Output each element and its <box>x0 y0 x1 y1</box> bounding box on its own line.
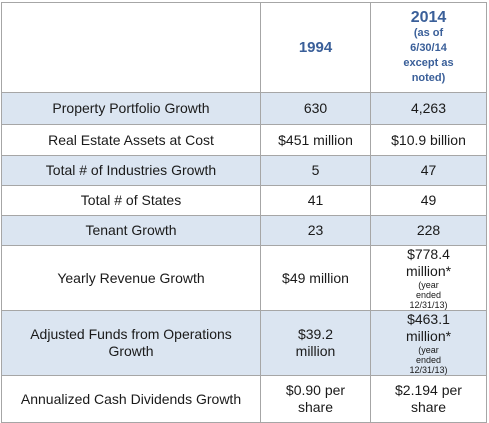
label-cell: Adjusted Funds from Operations Growth <box>1 310 261 376</box>
row-label: Annualized Cash Dividends Growth <box>20 390 242 407</box>
value-1994: $451 million <box>278 131 353 148</box>
value-1994: 5 <box>311 162 320 178</box>
year: 1994 <box>298 39 333 56</box>
value-cell: 49 <box>370 185 487 216</box>
value-note: (year ended 12/31/13) <box>409 280 448 310</box>
label-cell: Property Portfolio Growth <box>1 92 261 125</box>
label-cell: Annualized Cash Dividends Growth <box>1 375 261 423</box>
row-label: Property Portfolio Growth <box>52 100 210 116</box>
value-2014: $10.9 billion <box>391 131 466 148</box>
table-row: Annualized Cash Dividends Growth $0.90 pe… <box>1 375 487 423</box>
value-cell: 41 <box>260 185 371 216</box>
table-row: Total # of States 41 49 <box>1 185 487 216</box>
table-row: Property Portfolio Growth 630 4,263 <box>1 92 487 125</box>
label-cell: Yearly Revenue Growth <box>1 245 261 311</box>
header-cell: 2014 (as of 6/30/14 except as noted) <box>370 2 487 93</box>
header-note: (as of 6/30/14 except as noted) <box>403 27 454 84</box>
value-cell: $463.1 million* (year ended 12/31/13) <box>370 310 487 376</box>
row-label: Yearly Revenue Growth <box>57 269 205 286</box>
row-label: Real Estate Assets at Cost <box>48 131 214 148</box>
value-1994: $49 million <box>282 269 349 286</box>
value-1994: 630 <box>303 100 328 116</box>
value-cell: 630 <box>260 92 371 125</box>
label-cell: Tenant Growth <box>1 215 261 246</box>
value-cell: 47 <box>370 155 487 186</box>
year: 2014 <box>410 9 447 26</box>
value-2014: 47 <box>420 162 437 178</box>
value-cell: $2.194 per share <box>370 375 487 423</box>
row-label: Tenant Growth <box>85 222 177 238</box>
empty-header-cell <box>1 2 261 93</box>
value-cell: $0.90 per share <box>260 375 371 423</box>
value-2014: $778.4 million* <box>405 246 452 279</box>
table-row: Yearly Revenue Growth $49 million $778.4 m… <box>1 245 487 311</box>
value-cell: 4,263 <box>370 92 487 125</box>
table-row: Total # of Industries Growth 5 47 <box>1 155 487 186</box>
value-cell: $451 million <box>260 124 371 156</box>
value-1994: $39.2 million <box>295 326 336 359</box>
label-cell: Total # of States <box>1 185 261 216</box>
value-1994: $0.90 per share <box>285 382 346 415</box>
table-row: Real Estate Assets at Cost $451 million $1… <box>1 124 487 156</box>
label-cell: Total # of Industries Growth <box>1 155 261 186</box>
value-2014: $463.1 million* <box>405 311 452 344</box>
value-cell: 5 <box>260 155 371 186</box>
value-1994: 41 <box>307 192 324 208</box>
value-cell: 23 <box>260 215 371 246</box>
value-1994: 23 <box>307 222 324 238</box>
value-cell: 228 <box>370 215 487 246</box>
value-cell: $778.4 million* (year ended 12/31/13) <box>370 245 487 311</box>
row-label: Total # of States <box>80 192 182 208</box>
value-cell: $10.9 billion <box>370 124 487 156</box>
header-row: 1994 2014 (as of 6/30/14 except as noted… <box>1 2 487 93</box>
value-cell: $49 million <box>260 245 371 311</box>
value-cell: $39.2 million <box>260 310 371 376</box>
value-2014: 228 <box>416 222 441 238</box>
table-row: Adjusted Funds from Operations Growth $39… <box>1 310 487 376</box>
table-row: Tenant Growth 23 228 <box>1 215 487 246</box>
value-2014: $2.194 per share <box>395 382 462 415</box>
row-label: Adjusted Funds from Operations Growth <box>30 326 232 359</box>
value-2014: 49 <box>420 192 437 208</box>
label-cell: Real Estate Assets at Cost <box>1 124 261 156</box>
value-2014: 4,263 <box>410 100 447 116</box>
header-cell: 1994 <box>260 2 371 93</box>
value-note: (year ended 12/31/13) <box>409 345 448 375</box>
row-label: Total # of Industries Growth <box>45 162 217 178</box>
